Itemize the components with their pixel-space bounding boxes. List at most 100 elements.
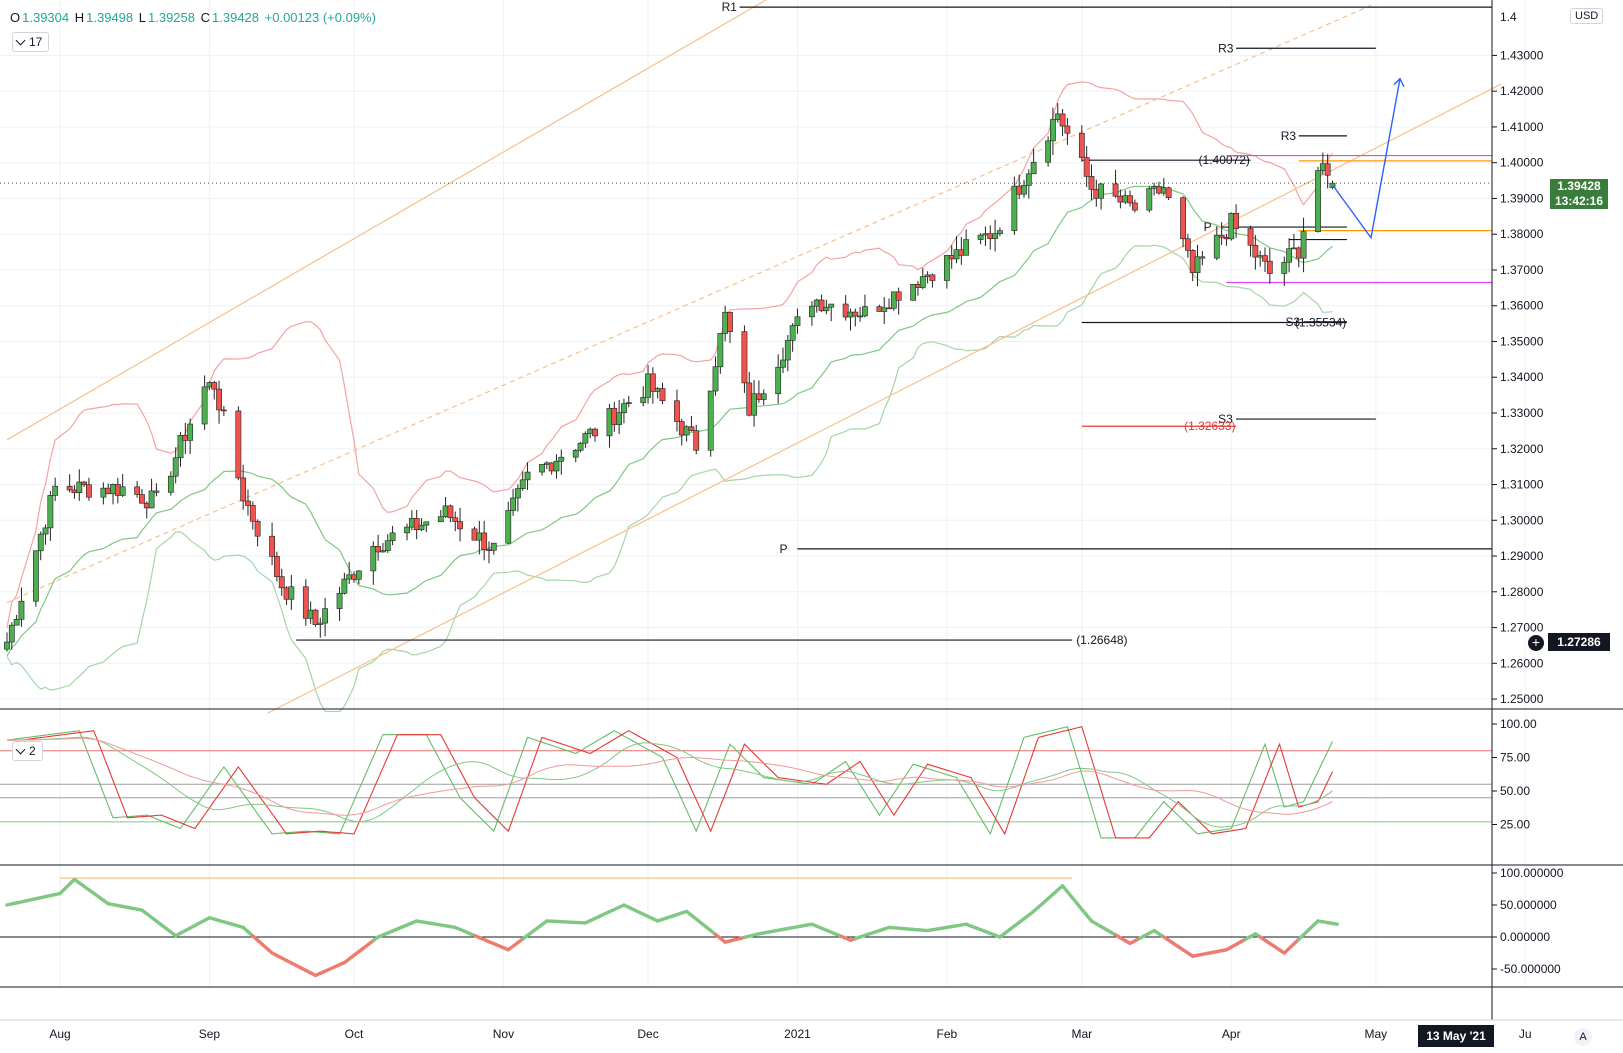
candle-down xyxy=(611,408,618,425)
candle-down xyxy=(1324,163,1331,176)
candle-up xyxy=(625,402,632,404)
candle-up xyxy=(910,284,917,301)
candle-up xyxy=(543,462,550,465)
candle-up xyxy=(1291,247,1297,250)
channel-mid-line xyxy=(6,4,1372,604)
candle-down xyxy=(1223,236,1230,240)
candle-up xyxy=(794,316,801,326)
high-value: 1.39498 xyxy=(86,10,134,25)
candle-down xyxy=(915,284,921,288)
candle-up xyxy=(148,490,155,509)
candle-up xyxy=(167,475,174,493)
candle-up xyxy=(418,524,425,531)
candle-up xyxy=(13,619,20,626)
level-label: (1.26648) xyxy=(1076,633,1127,647)
candle-down xyxy=(1078,132,1085,158)
time-tick-label: Sep xyxy=(199,1027,221,1041)
candle-up xyxy=(206,382,213,388)
candle-down xyxy=(452,517,459,522)
momentum-oscillator xyxy=(0,877,1492,978)
candle-up xyxy=(1045,140,1051,163)
auto-scale-button[interactable]: A xyxy=(1574,1028,1592,1046)
price-tick-label: 1.41000 xyxy=(1500,120,1544,134)
candle-up xyxy=(780,359,786,368)
time-tick-label: Ju xyxy=(1519,1027,1532,1041)
price-tick-label: 1.25000 xyxy=(1500,692,1544,706)
candle-up xyxy=(76,481,83,494)
candle-up xyxy=(823,306,830,312)
candle-down xyxy=(1165,187,1172,198)
candle-up xyxy=(645,373,651,398)
candle-down xyxy=(211,382,218,390)
candle-down xyxy=(987,233,994,239)
candle-down xyxy=(245,500,251,506)
candle-up xyxy=(953,249,960,260)
candle-up xyxy=(8,624,15,643)
candle-up xyxy=(42,527,49,535)
candle-down xyxy=(1112,183,1119,197)
candle-down xyxy=(447,505,454,519)
candle-up xyxy=(32,550,39,602)
candle-down xyxy=(278,576,285,589)
candle-down xyxy=(1156,186,1162,194)
price-tick-label: 1.43000 xyxy=(1500,48,1544,62)
stochastic-oscillator xyxy=(0,726,1492,839)
candle-up xyxy=(775,366,782,395)
candle-down xyxy=(139,494,145,504)
candle-down xyxy=(741,331,748,384)
candle-up xyxy=(336,593,343,609)
candle-down xyxy=(81,481,87,486)
time-tick-label: 2021 xyxy=(784,1027,811,1041)
candle-up xyxy=(881,307,888,312)
level-label: S3 xyxy=(1286,315,1301,329)
candle-up xyxy=(1025,173,1032,186)
candle-up xyxy=(370,546,377,572)
candle-up xyxy=(943,255,950,281)
indicators-toggle-button[interactable]: 17 xyxy=(12,32,50,52)
candle-down xyxy=(886,307,892,310)
candle-up xyxy=(890,291,897,309)
candle-up xyxy=(587,428,594,434)
price-tick-label: 1.37000 xyxy=(1500,263,1544,277)
candle-down xyxy=(958,249,965,256)
price-tick-label: 1.35000 xyxy=(1500,334,1544,348)
oscillator-toggle-button[interactable]: 2 xyxy=(12,741,43,761)
candle-up xyxy=(341,578,348,594)
candle-up xyxy=(1146,188,1153,211)
open-value: 1.39304 xyxy=(22,10,70,25)
candle-up xyxy=(490,542,497,551)
momentum-tick-label: 50.000000 xyxy=(1500,898,1557,912)
candle-down xyxy=(312,609,319,625)
candle-down xyxy=(678,421,685,436)
currency-button[interactable]: USD xyxy=(1570,8,1604,24)
candle-up xyxy=(828,303,835,308)
candle-down xyxy=(105,487,112,495)
candle-down xyxy=(1083,157,1090,177)
candle-down xyxy=(1117,195,1124,203)
candle-down xyxy=(114,484,121,496)
candle-down xyxy=(273,556,280,577)
channel-upper-line xyxy=(6,0,768,441)
candle-up xyxy=(1213,234,1220,259)
candle-down xyxy=(413,518,420,531)
candle-down xyxy=(895,291,902,301)
candle-up xyxy=(1300,231,1307,259)
candle-up xyxy=(187,423,194,441)
price-tick-label: 1.36000 xyxy=(1500,299,1544,313)
candle-up xyxy=(857,315,864,318)
level-label: R1 xyxy=(722,0,738,14)
bollinger-lower-line xyxy=(6,244,1333,713)
candle-down xyxy=(649,373,656,392)
candle-down xyxy=(842,303,849,318)
candle-up xyxy=(1122,195,1129,203)
pivot-levels: R1R3R3(1.40072)P(1.35534)S3S3(1.32633)P(… xyxy=(0,0,1492,647)
candle-down xyxy=(755,393,762,400)
candle-down xyxy=(351,574,357,580)
candle-up xyxy=(1315,170,1321,232)
add-alert-icon[interactable]: + xyxy=(1527,634,1545,652)
candle-up xyxy=(813,299,820,307)
candle-up xyxy=(505,510,512,544)
close-value: 1.39428 xyxy=(212,10,260,25)
candle-up xyxy=(558,456,565,462)
